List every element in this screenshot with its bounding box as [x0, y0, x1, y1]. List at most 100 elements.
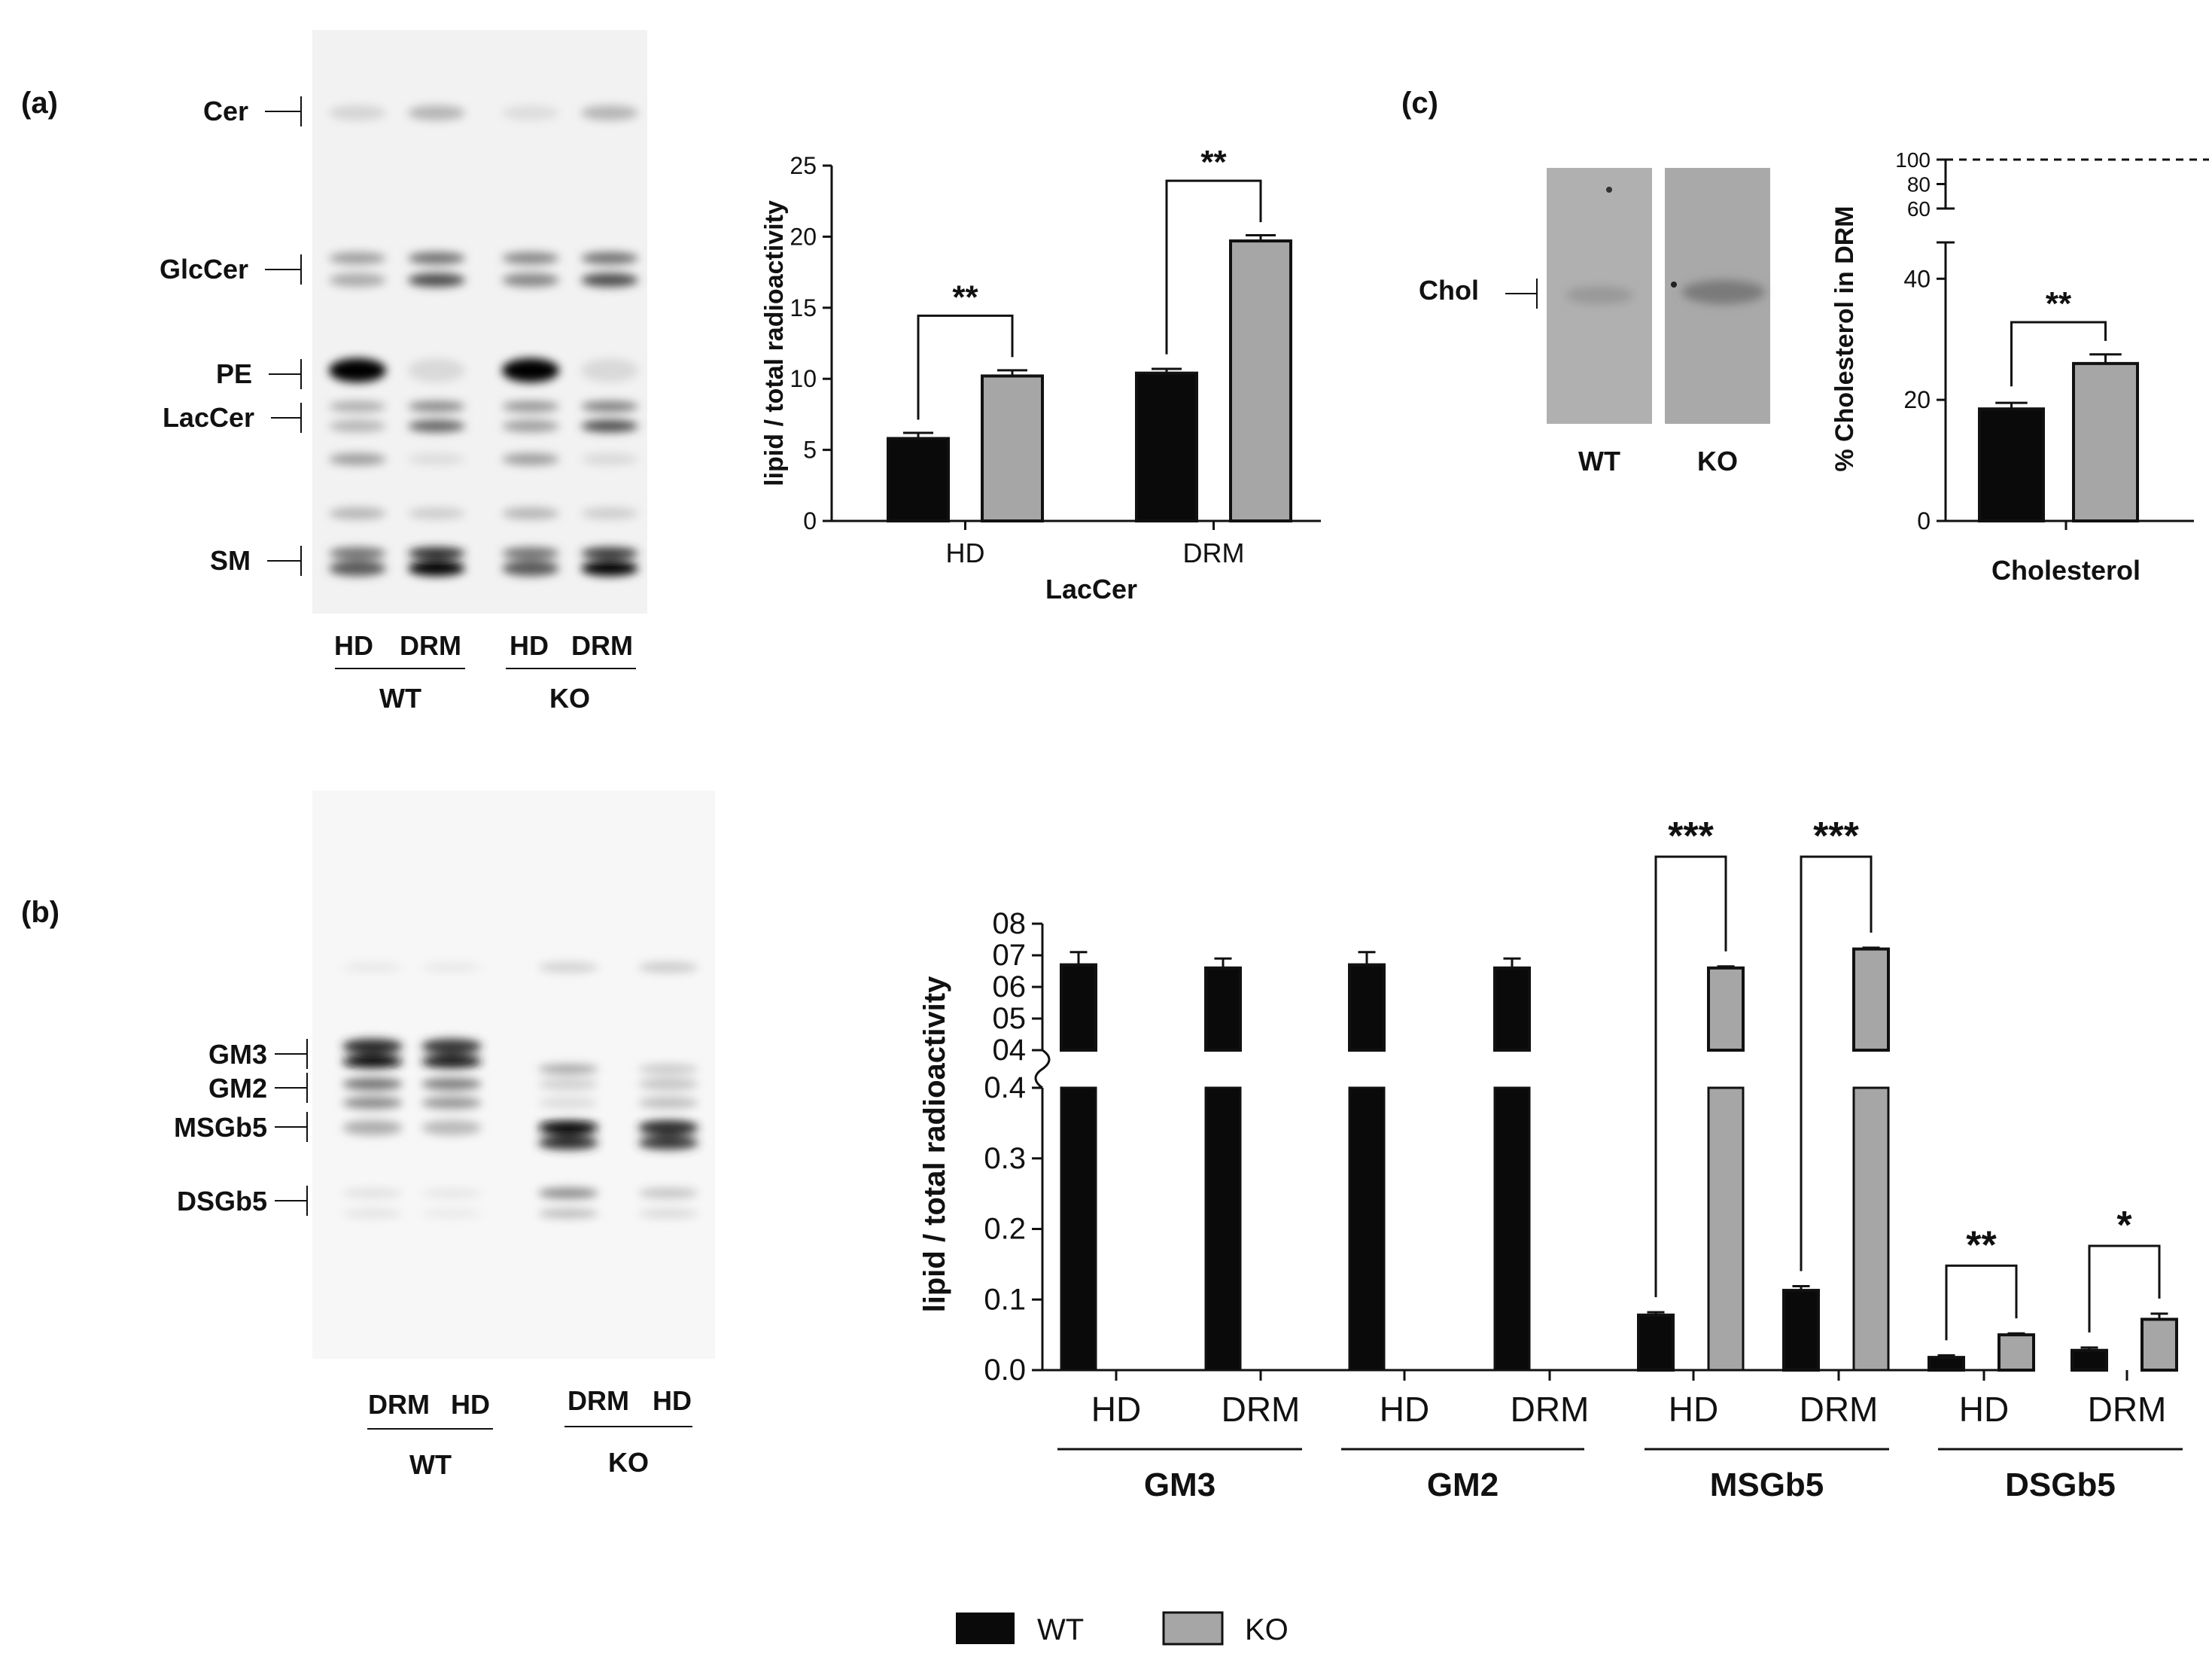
band-label-laccer: LacCer — [163, 402, 254, 433]
bar-ko — [2140, 1317, 2178, 1372]
bar-wt-upper — [1204, 966, 1242, 1052]
blot-c-speck — [1671, 282, 1677, 288]
group-label-gm3: GM3 — [1144, 1466, 1216, 1503]
blot-band — [408, 453, 465, 465]
blot-c-band-wt — [1565, 286, 1633, 304]
y-tick-label: 0 — [803, 507, 817, 534]
blot-band — [502, 547, 559, 559]
blot-band — [342, 1209, 403, 1218]
band-label-gm3: GM3 — [208, 1039, 267, 1070]
blot-a — [312, 30, 647, 614]
group-label-ko: KO — [608, 1447, 649, 1478]
band-label-chol: Chol — [1419, 275, 1479, 306]
blot-band — [408, 358, 465, 382]
blot-band — [538, 1078, 598, 1090]
panel-label-a: (a) — [21, 87, 58, 120]
significance-bracket-label: * — [2116, 1204, 2132, 1247]
x-tick-label: DRM — [2088, 1390, 2167, 1429]
blot-band — [421, 1039, 482, 1054]
y-tick-label: 80 — [1907, 173, 1931, 196]
blot-c — [1547, 168, 1770, 424]
y-tick-label: 08 — [993, 907, 1027, 940]
bar-ko — [1852, 1086, 1890, 1372]
band-label-msgb5: MSGb5 — [174, 1112, 267, 1143]
lane-label: HD — [510, 630, 549, 661]
blot-b-background — [312, 790, 715, 1359]
group-label-gm2: GM2 — [1427, 1466, 1499, 1503]
blot-band — [581, 561, 638, 576]
blot-band — [408, 547, 465, 559]
blot-band — [538, 962, 598, 973]
significance-bracket — [2010, 321, 2107, 387]
blot-band — [329, 453, 386, 465]
lane-label: HD — [653, 1385, 692, 1416]
lane-label: HD — [451, 1389, 490, 1420]
y-tick-label: 5 — [803, 437, 817, 464]
blot-band — [638, 1136, 698, 1150]
group-label-msgb5: MSGb5 — [1710, 1466, 1824, 1503]
significance-bracket-label: ** — [1200, 144, 1227, 181]
blot-band — [502, 561, 559, 576]
blot-band — [408, 561, 465, 576]
group-label-ko: KO — [549, 683, 590, 714]
y-tick-label: 15 — [790, 294, 817, 321]
blot-c-lane-label: KO — [1697, 446, 1738, 477]
group-label-dsgb5: DSGb5 — [2005, 1466, 2116, 1503]
y-tick-label: 0.0 — [984, 1354, 1026, 1387]
blot-band — [538, 1188, 598, 1198]
significance-bracket-label: ** — [952, 279, 978, 315]
blot-band — [502, 507, 559, 519]
blot-band — [538, 1097, 598, 1109]
blot-band — [329, 561, 386, 576]
bar-ko — [1229, 239, 1292, 522]
x-tick-label: DRM — [1222, 1390, 1301, 1429]
bar-wt — [887, 437, 950, 522]
bar-wt-upper — [1348, 963, 1386, 1052]
blot-c-band-ko — [1682, 280, 1765, 304]
bar-ko-upper — [1852, 947, 1890, 1052]
blot-band — [538, 1064, 598, 1074]
y-tick-label: 25 — [790, 152, 817, 179]
legend: WT KO — [956, 1611, 1289, 1646]
significance-bracket — [1945, 1264, 2018, 1341]
blot-band — [342, 1039, 403, 1054]
lane-label: DRM — [400, 630, 461, 661]
legend-label-wt: WT — [1037, 1613, 1084, 1646]
blot-band — [329, 358, 386, 382]
blot-band — [408, 252, 465, 264]
blot-band — [342, 962, 403, 973]
blot-band — [581, 273, 638, 287]
y-tick-label: 0.3 — [984, 1142, 1026, 1175]
blot-band — [421, 1078, 482, 1090]
legend-swatch-wt — [956, 1613, 1015, 1644]
y-axis-title: % Cholesterol in DRM — [1830, 206, 1859, 471]
blot-band — [581, 420, 638, 432]
blot-band — [581, 358, 638, 382]
y-tick-label: 0.4 — [984, 1071, 1026, 1104]
bar-wt — [1782, 1289, 1820, 1372]
blot-band — [342, 1188, 403, 1198]
y-tick-label: 05 — [993, 1002, 1027, 1035]
band-label-gm2: GM2 — [208, 1073, 267, 1104]
y-tick-label: 0.2 — [984, 1213, 1026, 1246]
blot-band — [638, 1078, 698, 1090]
blot-band — [581, 105, 638, 120]
blot-band — [581, 547, 638, 559]
blot-band — [581, 252, 638, 264]
lane-label: DRM — [368, 1389, 430, 1420]
x-tick-label: DRM — [1800, 1390, 1879, 1429]
lane-label: DRM — [571, 630, 633, 661]
band-label-dsgb5: DSGb5 — [177, 1186, 267, 1217]
blot-band — [502, 358, 559, 382]
y-tick-label: 07 — [993, 939, 1027, 972]
bar-ko — [1707, 1086, 1745, 1372]
bar-wt — [2071, 1348, 2108, 1372]
blot-band — [421, 1209, 482, 1218]
bar-wt — [1928, 1356, 1965, 1372]
y-tick-label: 20 — [790, 223, 817, 250]
bar-wt — [1978, 407, 2045, 523]
bar-wt — [1060, 1086, 1097, 1372]
significance-bracket — [1654, 855, 1727, 1298]
bar-wt — [1637, 1313, 1675, 1372]
